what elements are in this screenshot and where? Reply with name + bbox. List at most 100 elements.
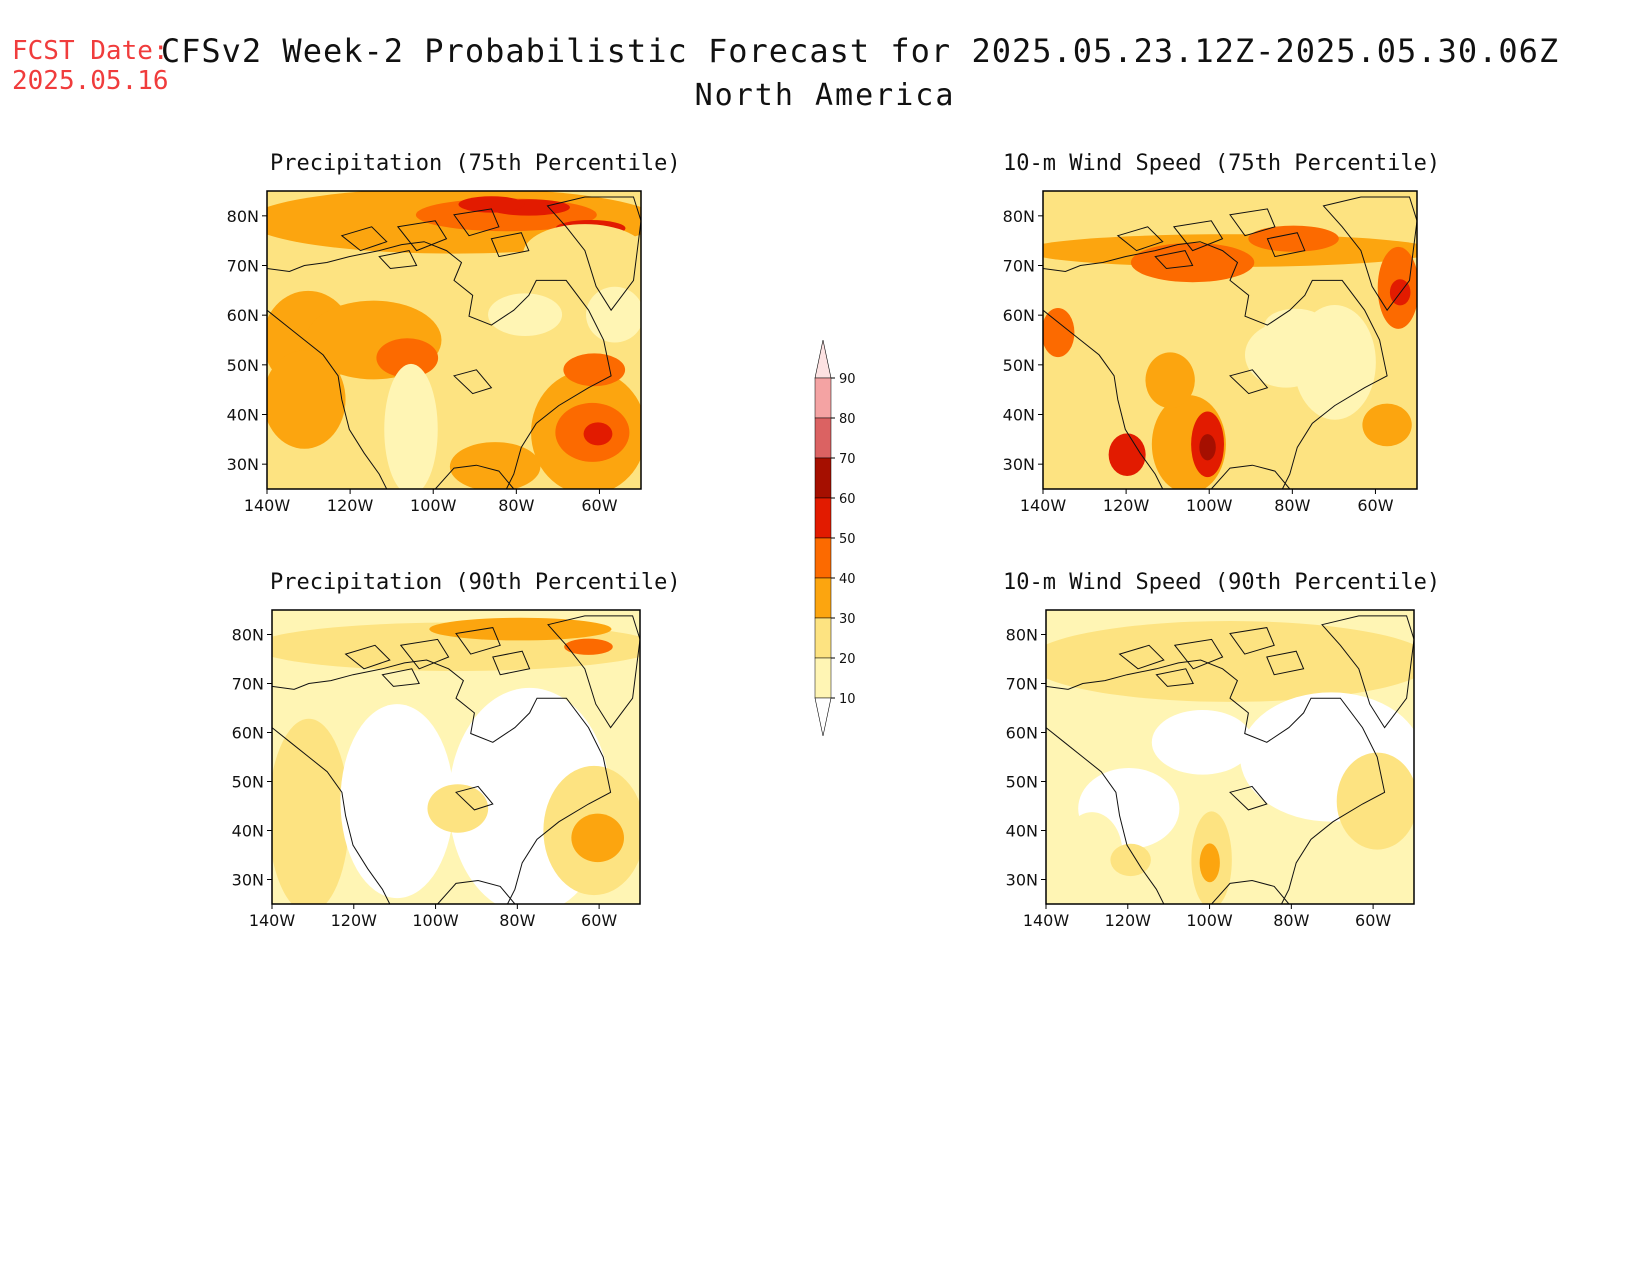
panel-title-precip75: Precipitation (75th Percentile) bbox=[270, 151, 681, 176]
shaded-area bbox=[384, 363, 438, 489]
lat-label: 80N bbox=[1003, 207, 1035, 226]
lat-label: 40N bbox=[232, 822, 264, 841]
map-frame bbox=[266, 190, 642, 490]
coastline bbox=[1229, 369, 1269, 395]
colorbar-label: 50 bbox=[839, 532, 856, 547]
coastline bbox=[1210, 464, 1291, 489]
coastline bbox=[1046, 727, 1165, 904]
lon-label: 120W bbox=[331, 911, 378, 930]
lat-label: 60N bbox=[232, 724, 264, 743]
coastline bbox=[1266, 650, 1305, 676]
lat-label: 30N bbox=[1003, 455, 1035, 474]
shaded-area bbox=[1145, 352, 1195, 409]
lon-label: 100W bbox=[410, 496, 457, 515]
lon-label: 60W bbox=[1355, 911, 1391, 930]
lon-label: 140W bbox=[249, 911, 296, 930]
shaded-area bbox=[1043, 307, 1075, 358]
lon-label: 140W bbox=[1020, 496, 1067, 515]
coastline bbox=[1229, 208, 1276, 237]
lat-label: 60N bbox=[1006, 724, 1038, 743]
lon-label: 80W bbox=[498, 496, 534, 515]
lat-label: 50N bbox=[227, 356, 259, 375]
lat-label: 30N bbox=[227, 455, 259, 474]
coastline bbox=[378, 250, 418, 270]
lat-label: 40N bbox=[1006, 822, 1038, 841]
shaded-area bbox=[1108, 433, 1146, 477]
lat-label: 30N bbox=[1006, 871, 1038, 890]
coastline bbox=[455, 785, 494, 811]
lon-label: 140W bbox=[244, 496, 291, 515]
colorbar-label: 30 bbox=[839, 612, 856, 627]
shaded-area bbox=[1248, 225, 1339, 252]
shaded-area bbox=[429, 617, 612, 641]
panel-title-wind75: 10-m Wind Speed (75th Percentile) bbox=[1003, 151, 1441, 176]
lon-label: 140W bbox=[1023, 911, 1070, 930]
coastline bbox=[492, 650, 531, 676]
shaded-area bbox=[1046, 621, 1414, 702]
coastline bbox=[396, 220, 448, 252]
coastline bbox=[455, 627, 501, 655]
shaded-area bbox=[523, 224, 641, 284]
shaded-area bbox=[1110, 843, 1151, 877]
coastline bbox=[1266, 232, 1306, 258]
shaded-area bbox=[583, 422, 613, 446]
map-frame bbox=[271, 609, 641, 905]
lon-label: 80W bbox=[499, 911, 535, 930]
coastline bbox=[1172, 220, 1224, 252]
coastline bbox=[1155, 668, 1194, 687]
map-frame bbox=[1042, 190, 1418, 490]
coastline bbox=[1229, 627, 1275, 655]
lon-label: 80W bbox=[1274, 496, 1310, 515]
colorbar-label: 20 bbox=[839, 652, 856, 667]
lat-label: 80N bbox=[1006, 626, 1038, 645]
lat-label: 70N bbox=[1006, 675, 1038, 694]
lat-label: 30N bbox=[232, 871, 264, 890]
shaded-area bbox=[1130, 242, 1255, 283]
main-title: CFSv2 Week-2 Probabilistic Forecast for … bbox=[160, 32, 1560, 70]
colorbar-label: 60 bbox=[839, 492, 856, 507]
lon-label: 60W bbox=[581, 496, 617, 515]
panel-title-precip90: Precipitation (90th Percentile) bbox=[270, 570, 681, 595]
lon-label: 100W bbox=[1186, 496, 1233, 515]
region-subtitle: North America bbox=[694, 78, 956, 113]
shaded-area bbox=[1362, 403, 1412, 447]
lon-label: 120W bbox=[327, 496, 374, 515]
coastline bbox=[1043, 309, 1164, 489]
coastline bbox=[546, 196, 641, 312]
colorbar-label: 40 bbox=[839, 572, 856, 587]
lon-label: 60W bbox=[581, 911, 617, 930]
coastline bbox=[1211, 879, 1290, 904]
coastline bbox=[272, 727, 391, 904]
field-wind75 bbox=[1043, 191, 1417, 489]
shaded-area bbox=[458, 196, 525, 213]
lat-label: 70N bbox=[1003, 257, 1035, 276]
coastline bbox=[267, 241, 612, 489]
shaded-area bbox=[1199, 434, 1216, 461]
colorbar-bottom-triangle bbox=[814, 697, 832, 737]
lon-label: 100W bbox=[1186, 911, 1233, 930]
forecast-date-value: 2025.05.16 bbox=[12, 66, 169, 96]
shaded-area bbox=[340, 704, 454, 899]
shaded-area bbox=[488, 293, 563, 336]
shaded-area bbox=[272, 718, 350, 904]
lon-label: 120W bbox=[1105, 911, 1152, 930]
map-frame bbox=[1045, 609, 1415, 905]
coastline bbox=[434, 464, 515, 489]
forecast-date-block: FCST Date: 2025.05.16 bbox=[12, 36, 169, 96]
coastline bbox=[1321, 615, 1414, 729]
colorbar-label: 70 bbox=[839, 452, 856, 467]
coastline bbox=[1173, 638, 1224, 670]
coastline bbox=[453, 369, 493, 395]
coastline bbox=[267, 309, 388, 489]
lon-label: 120W bbox=[1103, 496, 1150, 515]
colorbar-label: 10 bbox=[839, 692, 856, 707]
coastline bbox=[1118, 644, 1165, 670]
shaded-area bbox=[449, 442, 541, 489]
coastline bbox=[1116, 226, 1164, 252]
shaded-area bbox=[1199, 843, 1220, 883]
lat-label: 40N bbox=[1003, 406, 1035, 425]
shaded-area bbox=[571, 813, 624, 863]
